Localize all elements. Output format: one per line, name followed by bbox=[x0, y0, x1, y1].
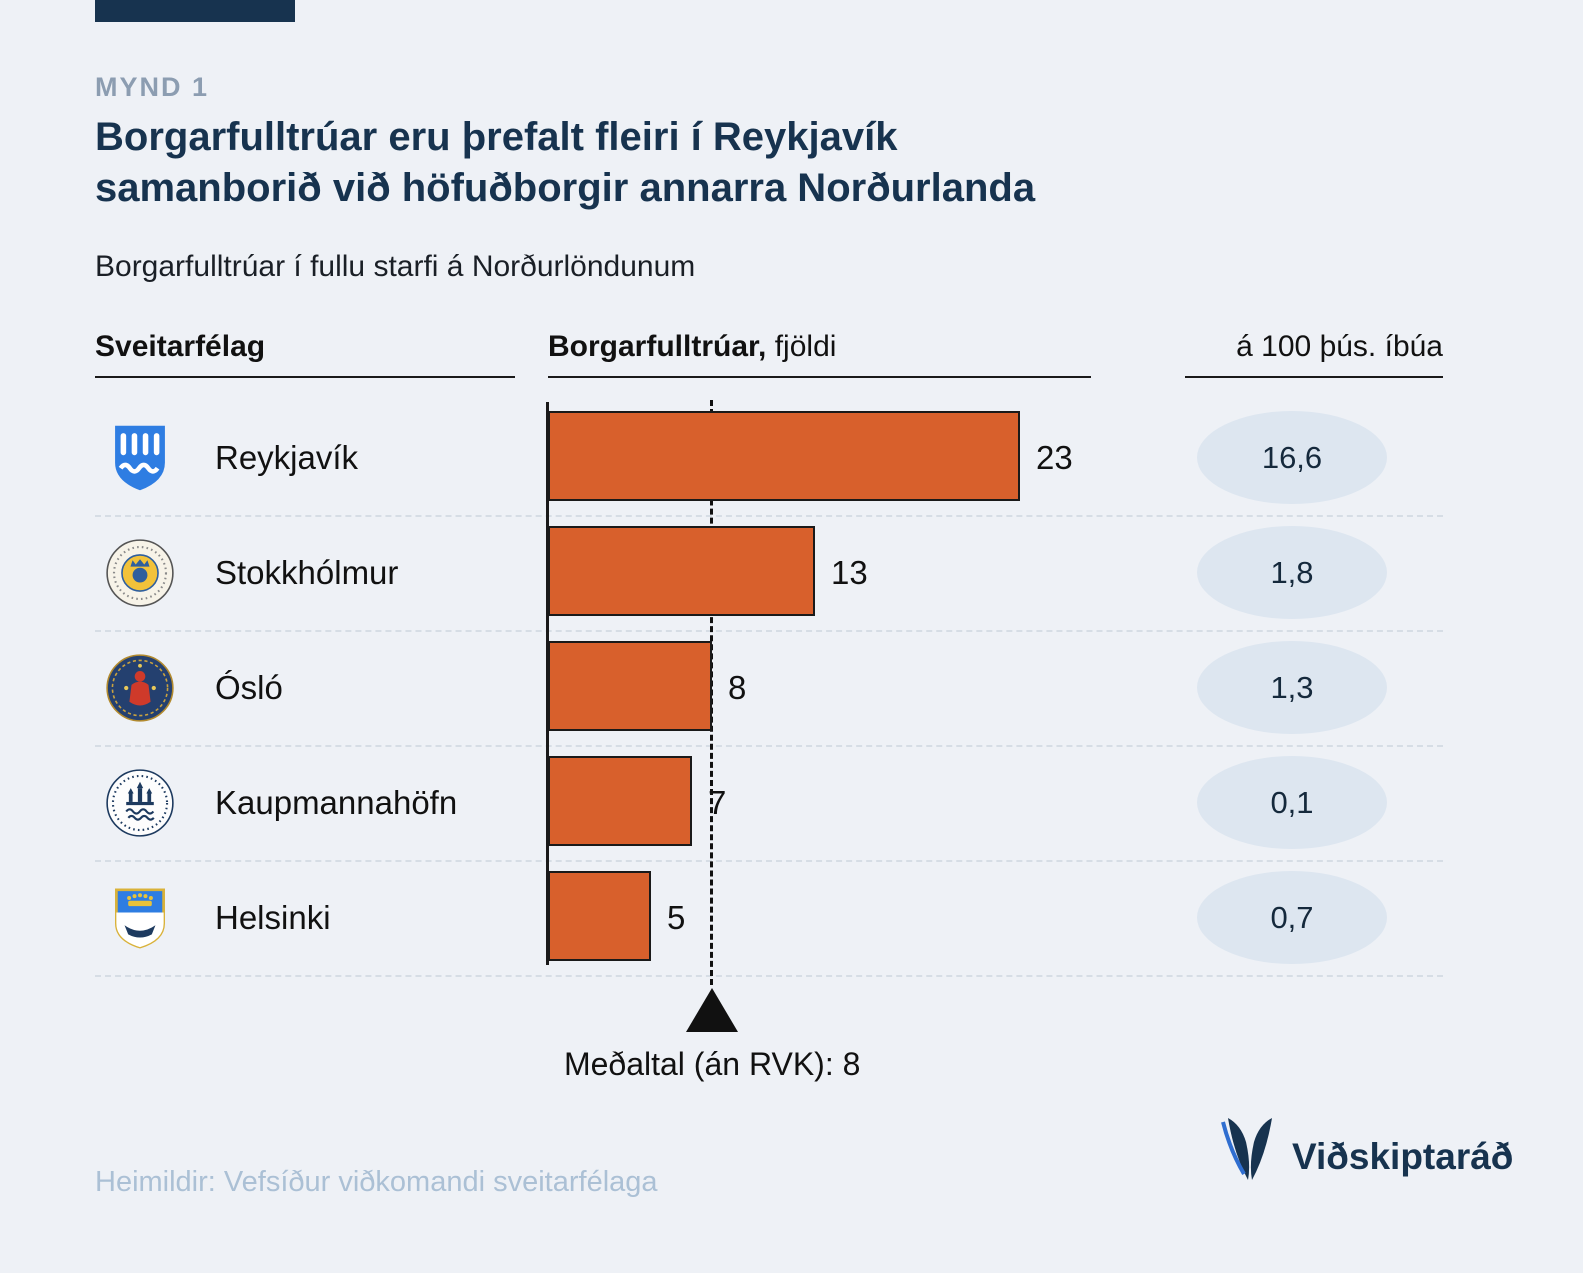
municipality-label: Stokkhólmur bbox=[215, 554, 399, 591]
row-separator bbox=[95, 515, 1443, 517]
bar-kaupmannahofn bbox=[548, 756, 692, 846]
title-line-1: Borgarfulltrúar eru þrefalt fleiri í Rey… bbox=[95, 115, 898, 159]
bar-value-label: 8 bbox=[728, 669, 747, 706]
page-title: Borgarfulltrúar eru þrefalt fleiri í Rey… bbox=[95, 112, 1035, 214]
bar-value-label: 5 bbox=[667, 899, 686, 936]
chart-axis-line bbox=[546, 402, 549, 965]
brand-name: Viðskiptaráð bbox=[1292, 1136, 1514, 1177]
bar-helsinki bbox=[548, 871, 651, 961]
per-capita-value: 1,8 bbox=[1270, 554, 1314, 590]
header-rule-municipality bbox=[95, 376, 515, 378]
title-line-2: samanborið við höfuðborgir annarra Norðu… bbox=[95, 165, 1036, 210]
figure-label: MYND 1 bbox=[95, 72, 210, 102]
per-capita-value: 16,6 bbox=[1261, 439, 1323, 475]
bar-value-label: 13 bbox=[831, 554, 868, 591]
vidskiptarad-logo-icon bbox=[1221, 1118, 1272, 1180]
chart-subtitle: Borgarfulltrúar í fullu starfi á Norðurl… bbox=[95, 250, 696, 283]
row-separator bbox=[95, 860, 1443, 862]
helsinki-coat-of-arms-icon bbox=[103, 881, 177, 955]
brand-accent-bar bbox=[95, 0, 295, 22]
average-marker-triangle-icon bbox=[686, 988, 739, 1032]
column-header-count-rest: fjöldi bbox=[774, 330, 837, 363]
average-label: Meðaltal (án RVK): 8 bbox=[563, 1046, 861, 1082]
reykjavik-coat-of-arms-icon bbox=[103, 421, 177, 495]
bar-value-label: 23 bbox=[1036, 439, 1073, 476]
per-capita-badge: 0,7 bbox=[1197, 871, 1387, 964]
row-separator bbox=[95, 975, 1443, 977]
per-capita-value: 0,7 bbox=[1270, 899, 1314, 935]
bar-stokkholmur bbox=[548, 526, 815, 616]
row-separator bbox=[95, 630, 1443, 632]
municipality-label: Kaupmannahöfn bbox=[215, 784, 458, 821]
oslo-city-seal-icon bbox=[103, 651, 177, 725]
vidskiptarad-logo: Viðskiptaráð bbox=[1218, 1112, 1513, 1188]
column-header-count: Borgarfulltrúar, fjöldi bbox=[548, 330, 836, 364]
chart-row-reykjavik: Reykjavík 23 16,6 bbox=[95, 400, 1455, 515]
column-header-municipality: Sveitarfélag bbox=[95, 330, 266, 363]
bar-reykjavik bbox=[548, 411, 1020, 501]
per-capita-badge: 0,1 bbox=[1197, 756, 1387, 849]
column-header-count-bold: Borgarfulltrúar, bbox=[548, 330, 767, 363]
per-capita-badge: 16,6 bbox=[1197, 411, 1387, 504]
per-capita-badge: 1,3 bbox=[1197, 641, 1387, 734]
bar-oslo bbox=[548, 641, 712, 731]
bar-value-label: 7 bbox=[708, 784, 727, 821]
row-separator bbox=[95, 745, 1443, 747]
per-capita-value: 0,1 bbox=[1270, 784, 1314, 820]
chart-row-stokkholmur: Stokkhólmur 13 1,8 bbox=[95, 515, 1455, 630]
source-note: Heimildir: Vefsíður viðkomandi sveitarfé… bbox=[95, 1166, 658, 1198]
municipality-label: Ósló bbox=[215, 669, 283, 706]
municipality-label: Reykjavík bbox=[215, 439, 359, 476]
column-header-per-capita: á 100 þús. íbúa bbox=[1236, 330, 1443, 363]
stockholm-city-seal-icon bbox=[103, 536, 177, 610]
municipality-label: Helsinki bbox=[215, 899, 331, 936]
per-capita-value: 1,3 bbox=[1270, 669, 1314, 705]
per-capita-badge: 1,8 bbox=[1197, 526, 1387, 619]
header-rule-count bbox=[548, 376, 1091, 378]
chart-row-helsinki: Helsinki 5 0,7 bbox=[95, 860, 1455, 975]
chart-row-kaupmannahofn: Kaupmannahöfn 7 0,1 bbox=[95, 745, 1455, 860]
copenhagen-city-seal-icon bbox=[103, 766, 177, 840]
header-rule-per-capita bbox=[1185, 376, 1443, 378]
chart-row-oslo: Ósló 8 1,3 bbox=[95, 630, 1455, 745]
